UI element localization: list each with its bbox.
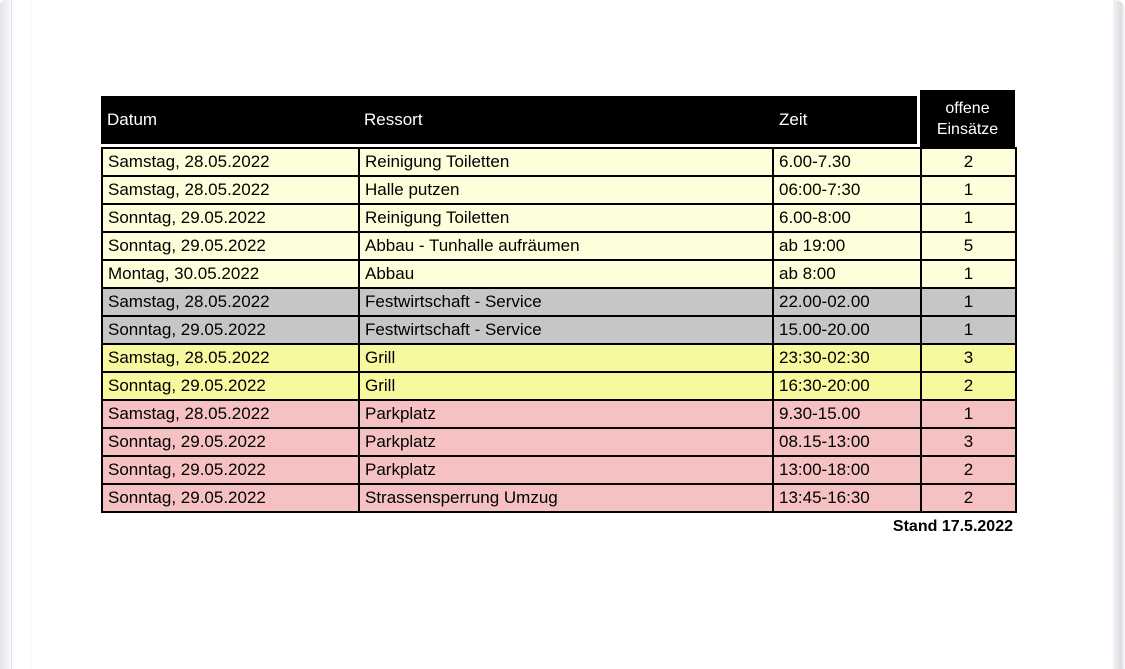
cell-ressort: Festwirtschaft - Service [358,315,774,345]
cell-datum: Samstag, 28.05.2022 [101,175,360,205]
table-row: Samstag, 28.05.2022 Grill 23:30-02:30 3 [101,343,1017,373]
cell-ressort: Reinigung Toiletten [358,147,774,177]
cell-ressort: Grill [358,343,774,373]
cell-datum: Sonntag, 29.05.2022 [101,371,360,401]
table-row: Sonntag, 29.05.2022 Parkplatz 13:00-18:0… [101,455,1017,485]
cell-zeit: 22.00-02.00 [772,287,922,317]
cell-offene: 2 [920,147,1017,177]
cell-zeit: 13:00-18:00 [772,455,922,485]
schedule-table: Samstag, 28.05.2022 Reinigung Toiletten … [101,147,1017,513]
cell-offene: 1 [920,203,1017,233]
cell-offene: 1 [920,399,1017,429]
cell-datum: Sonntag, 29.05.2022 [101,455,360,485]
cell-datum: Montag, 30.05.2022 [101,259,360,289]
cell-zeit: 23:30-02:30 [772,343,922,373]
cell-datum: Samstag, 28.05.2022 [101,287,360,317]
cell-datum: Samstag, 28.05.2022 [101,147,360,177]
table-row: Sonntag, 29.05.2022 Strassensperrung Umz… [101,483,1017,513]
table-row: Samstag, 28.05.2022 Festwirtschaft - Ser… [101,287,1017,317]
cell-offene: 1 [920,175,1017,205]
cell-ressort: Parkplatz [358,427,774,457]
table-row: Sonntag, 29.05.2022 Grill 16:30-20:00 2 [101,371,1017,401]
page-edge-right [1113,0,1125,669]
cell-datum: Samstag, 28.05.2022 [101,343,360,373]
table-row: Montag, 30.05.2022 Abbau ab 8:00 1 [101,259,1017,289]
cell-offene: 2 [920,483,1017,513]
cell-zeit: 13:45-16:30 [772,483,922,513]
table-row: Sonntag, 29.05.2022 Abbau - Tunhalle auf… [101,231,1017,261]
cell-zeit: 6.00-8:00 [772,203,922,233]
cell-offene: 1 [920,287,1017,317]
cell-zeit: 06:00-7:30 [772,175,922,205]
cell-offene: 3 [920,343,1017,373]
cell-offene: 2 [920,455,1017,485]
table-row: Samstag, 28.05.2022 Halle putzen 06:00-7… [101,175,1017,205]
cell-ressort: Reinigung Toiletten [358,203,774,233]
cell-offene: 3 [920,427,1017,457]
cell-offene: 5 [920,231,1017,261]
cell-zeit: ab 19:00 [772,231,922,261]
stand-date: Stand 17.5.2022 [892,518,1013,535]
table-row: Samstag, 28.05.2022 Parkplatz 9.30-15.00… [101,399,1017,429]
cell-ressort: Festwirtschaft - Service [358,287,774,317]
column-header-datum: Datum [107,110,158,129]
cell-ressort: Strassensperrung Umzug [358,483,774,513]
table-row: Sonntag, 29.05.2022 Reinigung Toiletten … [101,203,1017,233]
cell-datum: Sonntag, 29.05.2022 [101,203,360,233]
page-fold-line [30,0,31,669]
cell-ressort: Abbau [358,259,774,289]
cell-datum: Sonntag, 29.05.2022 [101,231,360,261]
table-header: Datum Ressort Zeit offene Einsätze [101,90,1015,147]
column-header-ressort: Ressort [364,110,423,129]
schedule-sheet: Datum Ressort Zeit offene Einsätze Samst… [101,90,1017,536]
cell-datum: Samstag, 28.05.2022 [101,399,360,429]
cell-offene: 1 [920,315,1017,345]
cell-zeit: 15.00-20.00 [772,315,922,345]
table-row: Sonntag, 29.05.2022 Festwirtschaft - Ser… [101,315,1017,345]
column-header-zeit: Zeit [779,110,808,129]
table-header-bar: Datum Ressort Zeit [101,96,917,144]
cell-ressort: Parkplatz [358,455,774,485]
cell-ressort: Abbau - Tunhalle aufräumen [358,231,774,261]
table-row: Samstag, 28.05.2022 Reinigung Toiletten … [101,147,1017,177]
cell-datum: Sonntag, 29.05.2022 [101,427,360,457]
cell-datum: Sonntag, 29.05.2022 [101,315,360,345]
cell-zeit: 9.30-15.00 [772,399,922,429]
cell-ressort: Halle putzen [358,175,774,205]
column-header-offene-line1: offene [945,99,990,117]
cell-ressort: Grill [358,371,774,401]
cell-ressort: Parkplatz [358,399,774,429]
cell-datum: Sonntag, 29.05.2022 [101,483,360,513]
cell-zeit: 08.15-13:00 [772,427,922,457]
cell-zeit: 6.00-7.30 [772,147,922,177]
column-header-offene-line2: Einsätze [936,120,999,138]
table-row: Sonntag, 29.05.2022 Parkplatz 08.15-13:0… [101,427,1017,457]
table-body: Samstag, 28.05.2022 Reinigung Toiletten … [101,147,1017,513]
cell-offene: 1 [920,259,1017,289]
cell-zeit: 16:30-20:00 [772,371,922,401]
cell-zeit: ab 8:00 [772,259,922,289]
page-edge-left [0,0,12,669]
cell-offene: 2 [920,371,1017,401]
column-header-offene-einsaetze: offene Einsätze [920,90,1015,147]
